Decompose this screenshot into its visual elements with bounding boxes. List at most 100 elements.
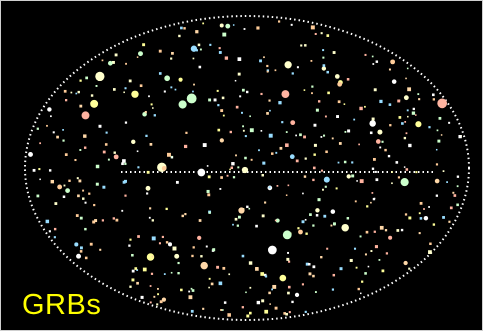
burst-dot	[456, 175, 460, 178]
burst-dot	[216, 265, 220, 269]
burst-dot	[358, 143, 360, 146]
burst-dot	[77, 90, 80, 94]
burst-dot	[351, 174, 355, 178]
burst-dot	[200, 255, 203, 258]
burst-dot	[398, 116, 402, 119]
burst-dot	[238, 215, 241, 219]
burst-dot	[304, 310, 307, 313]
burst-dot	[339, 267, 343, 271]
burst-dot	[397, 176, 401, 179]
burst-dot	[223, 301, 227, 304]
burst-dot	[241, 306, 244, 309]
burst-dot	[208, 286, 210, 289]
burst-dot	[181, 214, 184, 218]
burst-dot	[63, 89, 67, 93]
burst-dot	[140, 295, 144, 299]
burst-dot	[244, 156, 247, 160]
burst-dot	[372, 63, 375, 65]
burst-dot	[310, 25, 315, 30]
burst-dot	[312, 166, 316, 170]
burst-dot	[314, 32, 317, 36]
burst-dot	[145, 185, 151, 191]
burst-dot	[301, 283, 304, 286]
burst-dot	[206, 165, 209, 167]
burst-dot	[178, 100, 187, 109]
burst-dot	[405, 77, 407, 80]
burst-dot	[366, 205, 369, 208]
burst-dot	[149, 301, 152, 304]
burst-dot	[136, 281, 139, 285]
burst-dot	[142, 267, 147, 272]
burst-dot	[232, 223, 234, 226]
burst-dot	[107, 60, 113, 66]
burst-dot	[153, 295, 156, 298]
burst-dot	[217, 128, 221, 132]
burst-dot	[437, 98, 448, 109]
burst-dot	[156, 303, 159, 306]
burst-dot	[249, 286, 252, 289]
burst-dot	[248, 261, 253, 265]
burst-dot	[283, 312, 286, 315]
burst-dot	[285, 143, 289, 147]
burst-dot	[188, 295, 193, 300]
burst-dot	[431, 93, 435, 97]
burst-dot	[404, 120, 407, 123]
burst-dot	[39, 142, 42, 145]
burst-dot	[353, 118, 356, 121]
burst-dot	[98, 124, 102, 128]
burst-dot	[324, 115, 327, 118]
burst-dot	[64, 99, 68, 102]
burst-dot	[237, 57, 242, 61]
burst-dot	[371, 55, 374, 58]
burst-dot	[213, 98, 217, 102]
burst-dot	[438, 116, 442, 120]
burst-dot	[255, 267, 259, 270]
burst-dot	[303, 175, 307, 178]
burst-dot	[403, 166, 406, 168]
burst-dot	[79, 104, 83, 108]
burst-dot	[220, 309, 223, 311]
burst-dot	[303, 89, 306, 91]
burst-dot	[419, 201, 423, 205]
burst-dot	[180, 26, 183, 30]
burst-dot	[165, 241, 169, 244]
burst-dot	[129, 238, 132, 241]
burst-dot	[285, 131, 288, 133]
burst-dot	[322, 56, 325, 59]
burst-dot	[88, 192, 91, 195]
burst-dot	[415, 171, 418, 174]
burst-dot	[396, 229, 400, 232]
burst-dot	[144, 110, 147, 114]
burst-dot	[375, 178, 379, 182]
burst-dot	[124, 121, 128, 124]
burst-dot	[355, 266, 358, 269]
burst-dot	[199, 48, 202, 51]
burst-dot	[406, 109, 409, 112]
burst-dot	[291, 300, 294, 304]
burst-dot	[45, 219, 50, 224]
burst-dot	[418, 232, 421, 235]
burst-dot	[406, 67, 409, 70]
burst-dot	[296, 66, 299, 69]
burst-dot	[186, 93, 197, 104]
burst-dot	[313, 123, 317, 127]
burst-dot	[314, 291, 317, 293]
burst-dot	[332, 51, 336, 54]
burst-dot	[291, 72, 294, 75]
burst-dot	[76, 253, 82, 259]
burst-dot	[311, 85, 314, 88]
burst-dot	[305, 262, 309, 266]
burst-dot	[269, 303, 271, 305]
burst-dot	[218, 51, 222, 54]
burst-dot	[219, 187, 222, 190]
burst-dot	[241, 166, 249, 174]
burst-dot	[139, 84, 143, 88]
burst-dot	[185, 131, 188, 134]
burst-dot	[53, 236, 56, 239]
burst-dot	[266, 69, 270, 72]
burst-dot	[315, 214, 319, 217]
burst-dot	[261, 299, 265, 303]
burst-dot	[287, 291, 290, 295]
burst-dot	[274, 69, 277, 72]
burst-dot	[333, 222, 336, 226]
